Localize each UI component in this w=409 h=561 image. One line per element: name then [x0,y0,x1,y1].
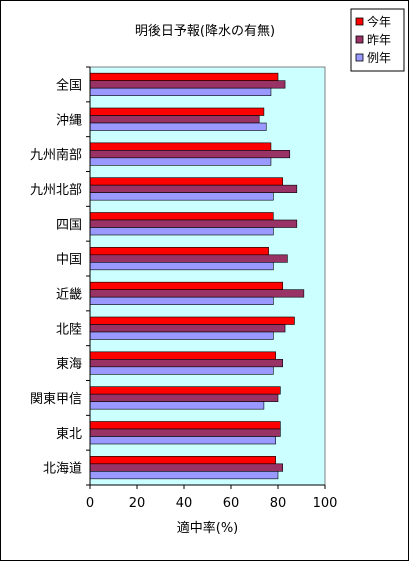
plot-area [89,66,326,486]
bar-例年-関東甲信 [89,401,265,410]
legend-label: 今年 [367,14,391,29]
x-tick-label: 40 [176,496,193,511]
bar-例年-沖縄 [89,122,267,131]
x-tick-label: 20 [129,496,146,511]
legend-swatch-昨年 [355,35,364,44]
bar-例年-四国 [89,227,274,236]
bar-今年-東北 [89,421,281,430]
bar-今年-九州北部 [89,177,283,186]
bar-昨年-九州南部 [89,150,291,159]
bar-今年-東海 [89,351,276,360]
bar-昨年-全国 [89,80,286,89]
bar-昨年-四国 [89,219,298,228]
category-label: 沖縄 [56,113,82,128]
bar-例年-九州北部 [89,192,274,201]
bar-例年-中国 [89,262,274,271]
bar-今年-中国 [89,247,269,256]
x-tick-label: 60 [223,496,240,511]
category-label: 東海 [56,356,82,372]
category-label: 東北 [56,426,82,442]
bar-昨年-北陸 [89,324,286,333]
bar-今年-四国 [89,212,274,221]
bar-昨年-東海 [89,359,283,368]
bar-例年-東北 [89,436,276,445]
bar-昨年-関東甲信 [89,393,279,402]
bar-例年-北陸 [89,331,274,340]
category-label: 北海道 [43,462,82,477]
bar-昨年-東北 [89,428,281,437]
x-tick-label: 100 [313,496,338,511]
legend-swatch-今年 [355,17,364,26]
category-label: 九州南部 [30,147,82,163]
bar-例年-北海道 [89,471,279,480]
bar-今年-近畿 [89,281,283,290]
bar-今年-沖縄 [89,107,265,116]
chart-title: 明後日予報(降水の有無) [135,24,275,39]
category-label: 北陸 [56,321,82,337]
bar-今年-北陸 [89,316,295,325]
x-axis-label: 適中率(%) [177,520,239,536]
legend-label: 例年 [367,51,391,65]
bar-昨年-北海道 [89,463,283,472]
category-label: 九州北部 [30,183,82,198]
bar-例年-東海 [89,366,274,375]
bar-例年-全国 [89,87,272,96]
category-label: 四国 [56,218,82,233]
category-label: 中国 [56,253,82,268]
bar-例年-九州南部 [89,157,272,166]
bar-昨年-九州北部 [89,184,298,193]
bar-昨年-沖縄 [89,115,260,124]
legend-swatch-例年 [355,53,364,62]
bar-例年-近畿 [89,296,274,305]
bar-今年-九州南部 [89,142,272,151]
bar-昨年-近畿 [89,289,305,298]
bar-昨年-中国 [89,254,288,263]
x-tick-label: 80 [270,496,287,511]
bar-今年-北海道 [89,456,276,465]
category-label: 近畿 [56,287,82,302]
bar-今年-全国 [89,72,279,81]
x-tick-label: 0 [86,496,94,511]
legend-label: 昨年 [367,33,391,47]
bar-今年-関東甲信 [89,386,281,395]
category-label: 関東甲信 [30,391,82,407]
category-label: 全国 [56,77,82,93]
